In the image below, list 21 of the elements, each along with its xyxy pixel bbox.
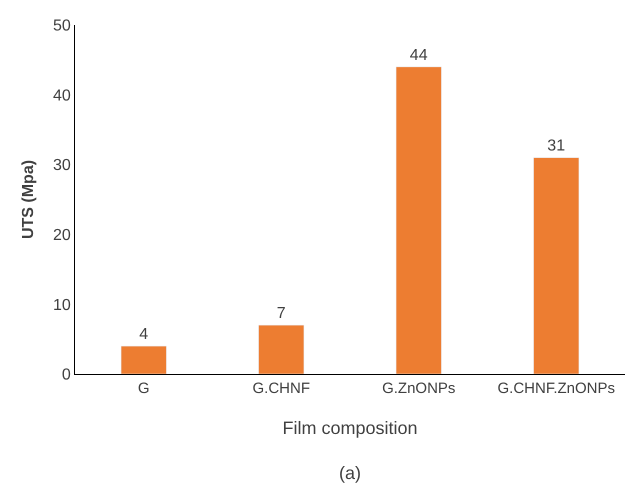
bar bbox=[533, 157, 580, 374]
y-tick-label: 10 bbox=[53, 296, 71, 314]
bar bbox=[258, 324, 304, 374]
y-tick-label: 20 bbox=[53, 227, 71, 244]
y-tick-label: 30 bbox=[53, 157, 71, 174]
text: (a) bbox=[339, 463, 361, 483]
y-tick-label: 40 bbox=[53, 87, 71, 104]
x-tick-label: G bbox=[138, 380, 150, 397]
bar bbox=[396, 66, 442, 374]
data-label: 31 bbox=[547, 138, 566, 155]
bar bbox=[120, 346, 167, 374]
x-tick-label: G.CHNF.ZnONPs bbox=[497, 380, 616, 397]
y-tick-label: 50 bbox=[53, 18, 71, 35]
y-tick-label: 0 bbox=[62, 366, 71, 384]
x-axis-title: Film composition bbox=[282, 418, 418, 438]
data-label: 44 bbox=[410, 46, 428, 64]
data-label: 7 bbox=[276, 305, 286, 322]
data-label: 4 bbox=[139, 326, 148, 344]
x-tick-label: G.ZnONPs bbox=[382, 380, 456, 397]
x-tick-label: G.CHNF bbox=[252, 380, 310, 397]
y-axis-title: UTS (Mpa) bbox=[20, 160, 37, 240]
